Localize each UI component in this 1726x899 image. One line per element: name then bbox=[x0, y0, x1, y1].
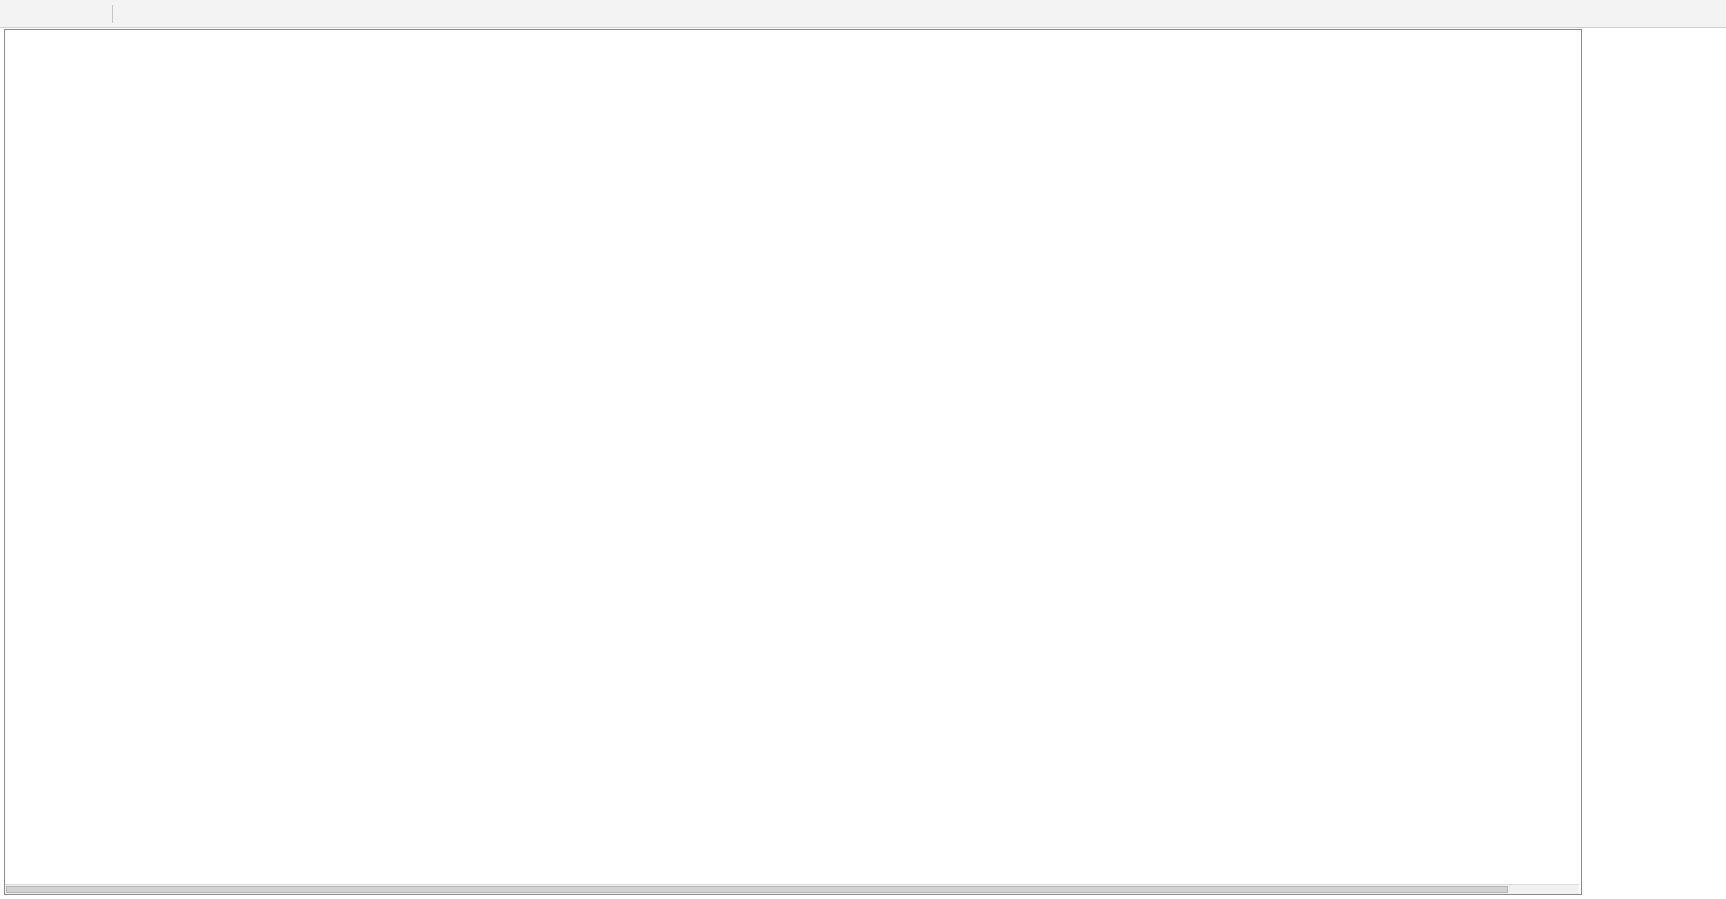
symbol-header bbox=[12, 34, 15, 46]
toolbar bbox=[0, 0, 1726, 28]
macd-label bbox=[10, 547, 22, 559]
scrollbar-thumb[interactable] bbox=[6, 886, 1508, 893]
chart-window[interactable] bbox=[4, 29, 1582, 895]
rsi-label bbox=[10, 687, 16, 699]
horizontal-scrollbar[interactable] bbox=[5, 884, 1579, 894]
toolbar-separator bbox=[112, 4, 113, 23]
